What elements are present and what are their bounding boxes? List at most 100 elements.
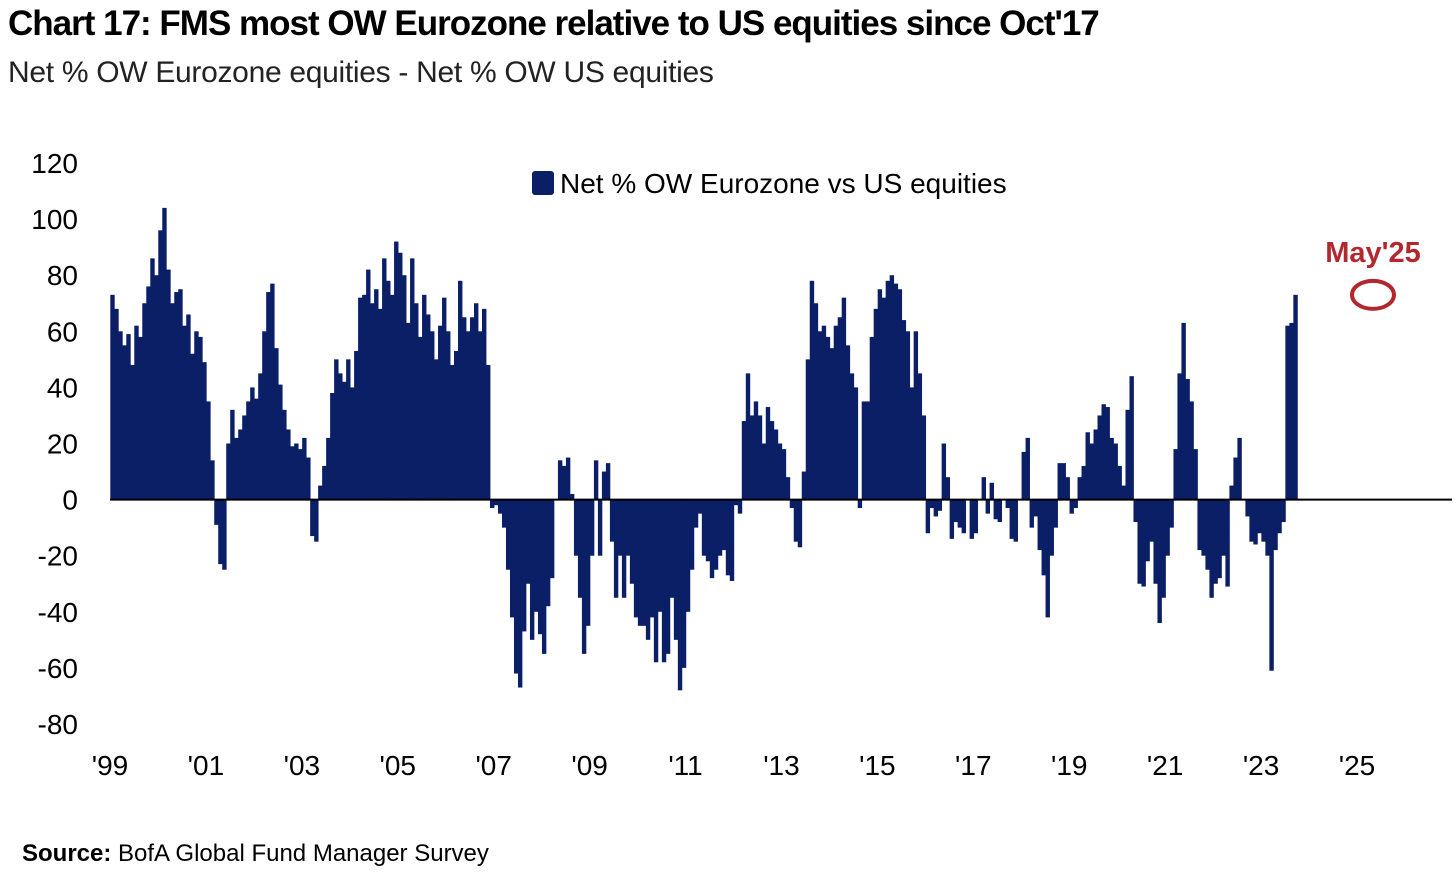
bar: [226, 443, 231, 500]
bar: [897, 289, 903, 500]
bar: [1085, 432, 1090, 500]
bar: [581, 499, 587, 654]
bar: [406, 322, 411, 500]
bar: [789, 499, 795, 509]
bar: [274, 348, 279, 500]
bar: [1113, 443, 1118, 500]
bar: [422, 294, 427, 500]
y-tick-label: 60: [47, 316, 78, 347]
bar: [905, 331, 911, 500]
bar: [286, 429, 291, 500]
bar: [230, 409, 235, 500]
bar: [1233, 457, 1238, 500]
bar: [1185, 378, 1190, 500]
bar: [505, 499, 511, 570]
bar: [833, 325, 839, 500]
bar: [1265, 499, 1270, 556]
bar: [613, 499, 619, 598]
bar: [482, 308, 487, 500]
bar: [837, 317, 843, 500]
bar: [290, 446, 295, 500]
bar: [1069, 499, 1074, 514]
bar: [717, 499, 723, 556]
bar: [410, 258, 415, 500]
bar: [1133, 499, 1138, 523]
bar: [713, 499, 719, 570]
x-axis-ticks: '99 '01 '03 '05 '07 '09 '11 '13 '15 '17 '19 '21 '23 '…: [92, 750, 1376, 781]
bar: [198, 336, 203, 500]
bar: [793, 499, 799, 542]
bar: [370, 303, 375, 500]
bar: [458, 280, 463, 500]
bar: [949, 499, 955, 539]
bar: [1061, 463, 1066, 500]
bar: [1097, 415, 1102, 500]
bar: [881, 297, 887, 500]
bar: [593, 460, 599, 500]
bar: [414, 303, 419, 500]
bar: [1173, 449, 1178, 500]
bar: [1201, 499, 1206, 556]
bar: [945, 477, 951, 500]
bar: [1261, 499, 1266, 542]
bar: [857, 499, 863, 509]
bar: [921, 415, 927, 500]
y-tick-label: 0: [62, 485, 78, 516]
bar: [893, 283, 899, 500]
bar: [825, 336, 831, 500]
bar: [1053, 499, 1058, 528]
bar: [925, 499, 931, 534]
bar: [669, 499, 675, 598]
bar: [913, 331, 919, 500]
bar: [533, 499, 539, 612]
bar: [174, 292, 179, 500]
bar: [989, 482, 994, 500]
bar: [509, 499, 515, 618]
bar: [358, 297, 363, 500]
bar: [1025, 437, 1030, 500]
bar: [302, 437, 307, 500]
bar: [501, 499, 507, 528]
bar: [1237, 437, 1242, 500]
y-axis-ticks: 120 100 80 60 40 20 0 -20 -40 -60 -80: [31, 148, 78, 740]
bar: [865, 401, 871, 500]
bar: [785, 477, 791, 500]
x-tick-label: '99: [92, 750, 129, 781]
bar: [1213, 499, 1218, 584]
bar: [549, 499, 555, 579]
bar: [342, 381, 347, 500]
bar: [394, 241, 399, 500]
bar: [1041, 499, 1046, 576]
bar: [202, 362, 207, 500]
y-tick-label: 40: [47, 372, 78, 403]
bar: [234, 437, 239, 500]
bar: [334, 359, 339, 500]
x-tick-label: '17: [955, 750, 992, 781]
bar: [478, 331, 483, 500]
bar: [665, 499, 671, 654]
x-tick-label: '15: [859, 750, 896, 781]
source-label: Source:: [22, 840, 112, 867]
bar: [222, 499, 227, 570]
bar: [374, 289, 379, 500]
bar: [585, 499, 591, 626]
bar: [1073, 499, 1078, 509]
bar: [697, 499, 703, 514]
bar: [1105, 407, 1110, 500]
bar: [753, 401, 759, 500]
bar: [318, 485, 323, 500]
bar: [266, 292, 271, 500]
bar: [322, 465, 327, 500]
bar: [1161, 499, 1166, 598]
bars-group: [110, 207, 1298, 691]
bar: [426, 314, 431, 500]
bar: [1157, 499, 1162, 624]
bar: [1193, 449, 1198, 500]
annotation-circle: [1349, 278, 1396, 311]
bar: [617, 499, 623, 556]
bar: [1121, 485, 1126, 500]
bar: [809, 280, 815, 500]
bar: [993, 499, 998, 520]
bar: [1021, 451, 1026, 500]
bar: [997, 499, 1002, 523]
